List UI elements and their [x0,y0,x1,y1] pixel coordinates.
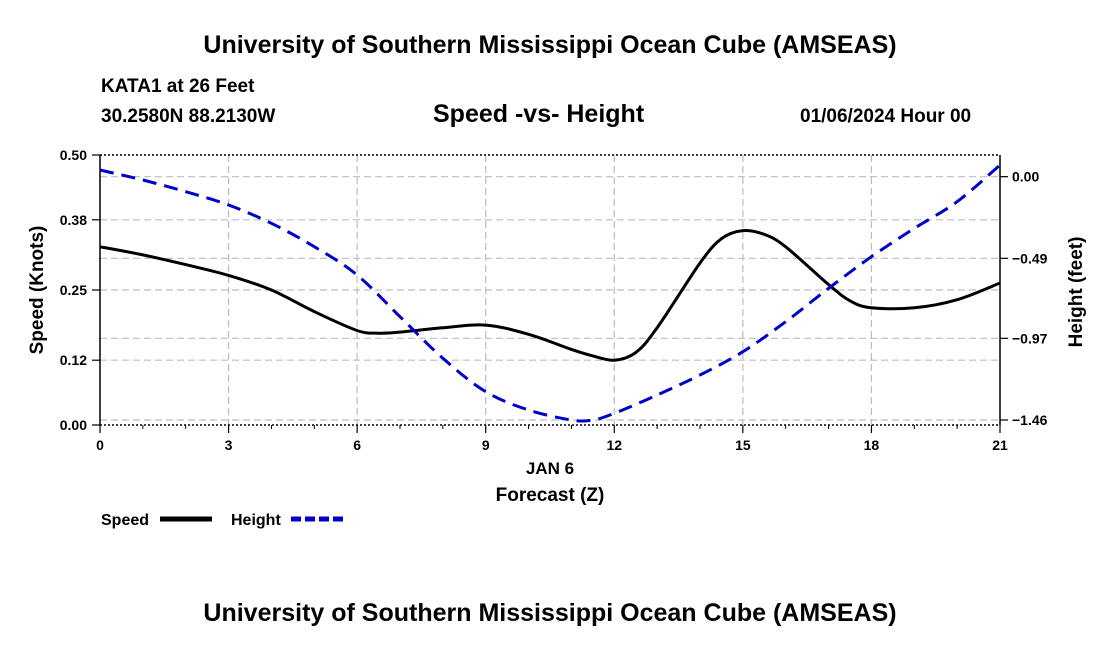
y-right-tick-label: −0.97 [1012,330,1048,346]
y-left-tick-label: 0.50 [60,147,87,163]
forecast-datetime: 01/06/2024 Hour 00 [800,106,972,127]
y-left-axis-title: Speed (Knots) [27,226,48,355]
chart-subtitle: Speed -vs- Height [433,100,645,128]
x-tick-label: 12 [606,437,622,453]
x-tick-label: 21 [992,437,1008,453]
page-title: University of Southern Mississippi Ocean… [203,31,897,59]
footer-title: University of Southern Mississippi Ocean… [203,599,897,627]
y-left-tick-label: 0.38 [60,212,87,228]
x-tick-label: 6 [353,437,361,453]
x-tick-label: 3 [225,437,233,453]
y-right-tick-label: −1.46 [1012,412,1048,428]
y-left-tick-label: 0.00 [60,417,87,433]
y-right-axis-title: Height (feet) [1066,237,1087,348]
series-line-height [99,163,1001,423]
station-coordinates: 30.2580N 88.2130W [101,106,276,127]
legend-label-height: Height [231,512,281,529]
y-right-tick-label: 0.00 [1012,169,1039,185]
y-left-tick-label: 0.25 [60,282,87,298]
y-left-tick-label: 0.12 [60,352,87,368]
station-label: KATA1 at 26 Feet [101,76,255,97]
x-axis-date: JAN 6 [526,459,574,478]
series-line-speed [99,228,1001,362]
x-tick-label: 9 [482,437,490,453]
x-tick-label: 15 [735,437,751,453]
x-tick-label: 0 [96,437,104,453]
x-axis-title: Forecast (Z) [496,485,605,506]
x-tick-label: 18 [864,437,880,453]
legend-label-speed: Speed [101,512,149,529]
y-right-tick-label: −0.49 [1012,250,1048,266]
